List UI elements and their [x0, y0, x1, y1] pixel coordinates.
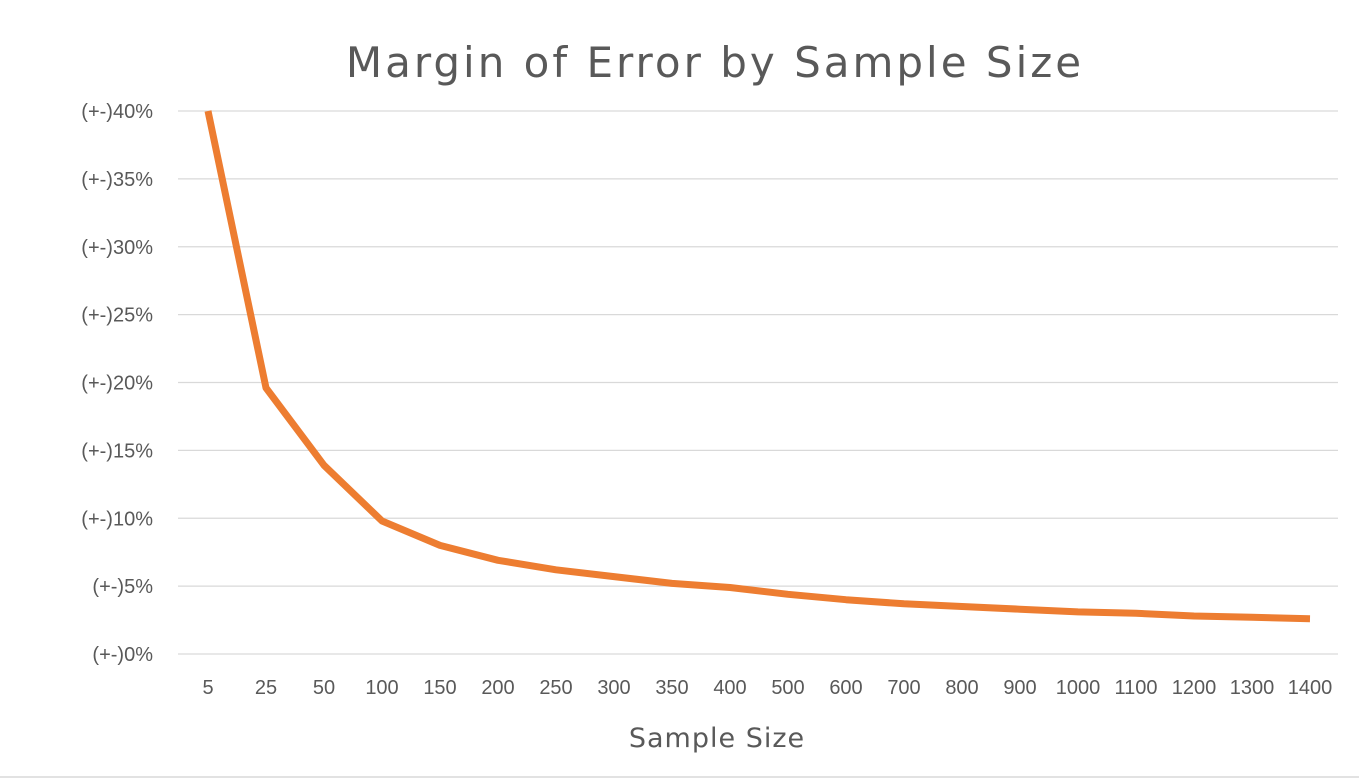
- x-tick-label: 900: [1003, 677, 1036, 699]
- y-tick-label: (+-)25%: [81, 305, 153, 327]
- y-tick-label: (+-)30%: [81, 237, 153, 259]
- y-tick-label: (+-)35%: [81, 169, 153, 191]
- x-tick-label: 100: [365, 677, 398, 699]
- y-tick-label: (+-)5%: [92, 576, 153, 598]
- y-tick-label: (+-)15%: [81, 440, 153, 462]
- x-tick-label: 600: [829, 677, 862, 699]
- x-tick-label: 5: [202, 677, 213, 699]
- y-tick-label: (+-)40%: [81, 101, 153, 123]
- x-tick-label: 200: [481, 677, 514, 699]
- x-tick-label: 150: [423, 677, 456, 699]
- x-tick-label: 1000: [1056, 677, 1101, 699]
- y-tick-label: (+-)10%: [81, 508, 153, 530]
- x-tick-label: 800: [945, 677, 978, 699]
- x-tick-label: 50: [313, 677, 335, 699]
- y-axis-tick-labels: (+-)0% (+-)5% (+-)10% (+-)15% (+-)20% (+-)25%…: [81, 101, 153, 666]
- x-tick-label: 1100: [1114, 677, 1157, 699]
- x-tick-label: 1400: [1288, 677, 1333, 699]
- x-tick-label: 500: [771, 677, 804, 699]
- chart-title: Margin of Error by Sample Size: [346, 38, 1084, 87]
- x-axis-tick-labels: 5 25 50 100 150 200 250 300 350 400 500 600 700 800 90…: [202, 677, 1332, 699]
- x-tick-label: 700: [887, 677, 920, 699]
- series-lines: [204, 110, 1311, 623]
- x-tick-label: 300: [597, 677, 630, 699]
- x-tick-label: 1200: [1172, 677, 1217, 699]
- series-line: [204, 110, 1311, 623]
- x-axis-title: Sample Size: [629, 723, 805, 754]
- x-tick-label: 400: [713, 677, 746, 699]
- y-tick-label: (+-)0%: [92, 644, 153, 666]
- x-tick-label: 25: [255, 677, 277, 699]
- x-tick-label: 250: [539, 677, 572, 699]
- gridlines: [178, 110, 1338, 655]
- x-tick-label: 1300: [1230, 677, 1275, 699]
- x-tick-label: 350: [655, 677, 688, 699]
- y-tick-label: (+-)20%: [81, 373, 153, 395]
